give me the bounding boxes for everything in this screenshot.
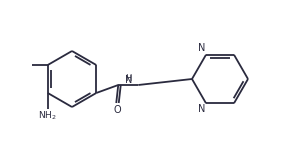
Text: N: N [198, 104, 205, 114]
Text: O: O [113, 105, 121, 115]
Text: NH$_2$: NH$_2$ [38, 110, 57, 122]
Text: H: H [125, 74, 131, 83]
Text: N: N [198, 43, 205, 53]
Text: N: N [125, 75, 132, 85]
